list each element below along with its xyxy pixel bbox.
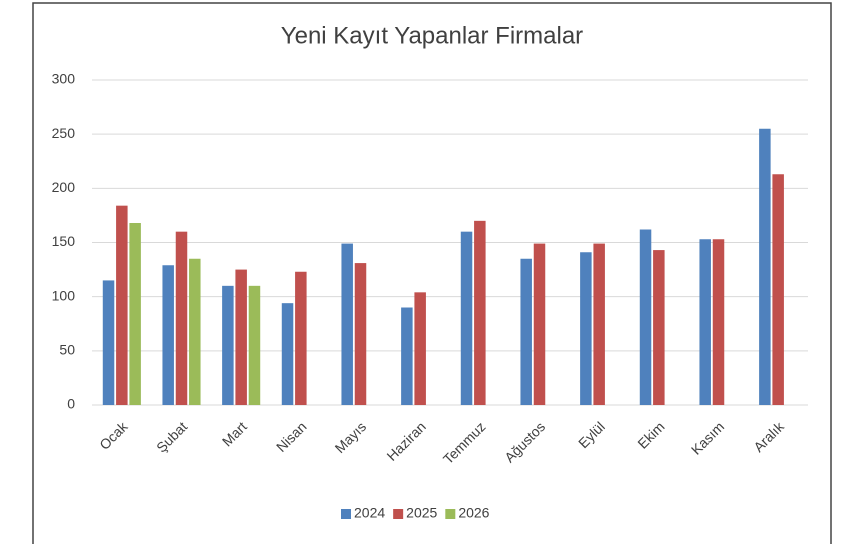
bar xyxy=(162,265,174,405)
bar xyxy=(712,239,725,405)
bar xyxy=(222,285,234,405)
bar xyxy=(772,174,784,405)
y-tick-label: 50 xyxy=(59,342,75,358)
legend-swatch xyxy=(445,509,456,519)
bar xyxy=(593,243,605,405)
bar xyxy=(580,252,592,405)
bar xyxy=(653,250,665,405)
bar xyxy=(295,271,307,405)
bar xyxy=(102,280,115,405)
bar xyxy=(175,231,188,405)
bar xyxy=(129,223,141,405)
bar xyxy=(281,303,294,405)
chart-frame xyxy=(32,2,832,544)
bar xyxy=(520,258,532,405)
bar xyxy=(248,285,261,405)
bar xyxy=(341,243,353,405)
legend-label: 2025 xyxy=(406,505,437,521)
legend-swatch xyxy=(393,509,404,519)
bar xyxy=(699,239,711,405)
bar xyxy=(189,258,201,405)
legend-label: 2024 xyxy=(354,505,385,521)
y-tick-label: 0 xyxy=(67,396,75,412)
bar xyxy=(235,269,247,405)
bar xyxy=(533,243,546,405)
bar xyxy=(639,229,652,405)
y-tick-label: 150 xyxy=(52,233,76,249)
bar xyxy=(460,231,473,405)
y-tick-label: 300 xyxy=(52,71,76,87)
bar xyxy=(759,128,771,405)
bar xyxy=(414,292,426,405)
bar xyxy=(116,205,128,405)
y-tick-label: 200 xyxy=(52,179,76,195)
bar xyxy=(401,307,413,405)
y-tick-label: 100 xyxy=(52,287,76,303)
chart-title: Yeni Kayıt Yapanlar Firmalar xyxy=(281,22,583,49)
bar xyxy=(474,220,486,405)
legend-swatch xyxy=(341,509,351,519)
y-tick-label: 250 xyxy=(52,125,76,141)
bar xyxy=(354,263,367,405)
legend-label: 2026 xyxy=(458,505,489,521)
